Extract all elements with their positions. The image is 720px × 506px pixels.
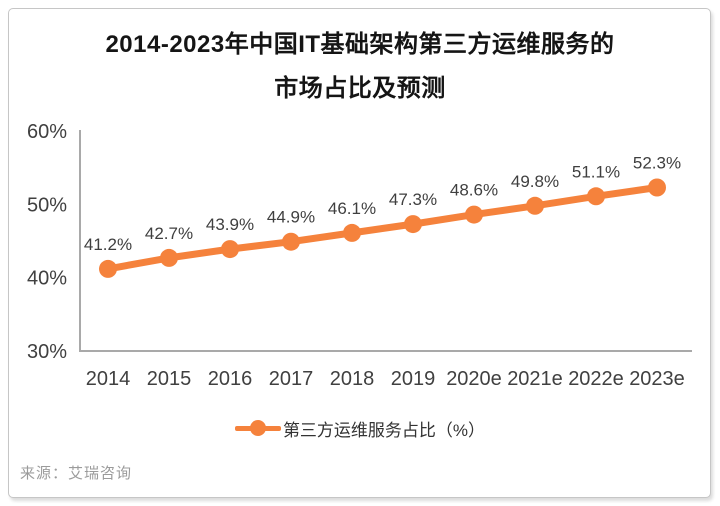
data-point-marker (221, 240, 239, 259)
chart-title: 2014-2023年中国IT基础架构第三方运维服务的 市场占比及预测 (0, 23, 720, 111)
data-point-marker (99, 259, 117, 278)
legend-label: 第三方运维服务占比（%） (282, 420, 486, 440)
data-point-label: 47.3% (389, 190, 437, 209)
data-point-marker (648, 178, 666, 197)
x-tick-label: 2020e (446, 368, 502, 390)
data-point-marker (587, 187, 605, 206)
x-tick-label: 2018 (330, 368, 375, 390)
data-point-label: 51.1% (572, 162, 620, 181)
data-point-label: 48.6% (450, 181, 498, 200)
chart-title-line1: 2014-2023年中国IT基础架构第三方运维服务的 (105, 31, 615, 58)
data-point-marker (282, 232, 300, 251)
legend: 第三方运维服务占比（%） (0, 415, 720, 441)
x-tick-label: 2014 (86, 368, 131, 390)
data-point-label: 43.9% (206, 215, 254, 234)
series-line (104, 184, 661, 273)
y-tick-label: 50% (27, 194, 67, 216)
x-tick-label: 2021e (507, 368, 563, 390)
data-point-label: 42.7% (145, 224, 193, 243)
data-point-marker (526, 196, 544, 215)
data-point-label: 49.8% (511, 172, 559, 191)
y-tick-label: 40% (27, 268, 67, 290)
data-point-marker (343, 223, 361, 242)
source-text: 来源：艾瑞咨询 (20, 465, 133, 482)
y-tick-label: 60% (27, 121, 67, 143)
x-tick-label: 2022e (568, 368, 624, 390)
chart-title-line2: 市场占比及预测 (274, 75, 446, 102)
legend-line-marker-icon (234, 419, 281, 437)
data-point-label: 46.1% (328, 199, 376, 218)
chart-card (8, 8, 711, 498)
x-tick-label: 2019 (391, 368, 436, 390)
data-point-marker (160, 248, 178, 267)
x-tick-label: 2015 (147, 368, 192, 390)
data-point-marker (404, 215, 422, 234)
x-tick-label: 2017 (269, 368, 314, 390)
x-tick-label: 2016 (208, 368, 253, 390)
data-point-marker (465, 205, 483, 224)
data-point-label: 52.3% (633, 154, 681, 173)
data-point-label: 44.9% (267, 208, 315, 227)
legend-dot-icon (249, 420, 266, 436)
y-tick-label: 30% (27, 341, 67, 363)
x-tick-label: 2023e (629, 368, 685, 390)
data-point-label: 41.2% (84, 235, 132, 254)
